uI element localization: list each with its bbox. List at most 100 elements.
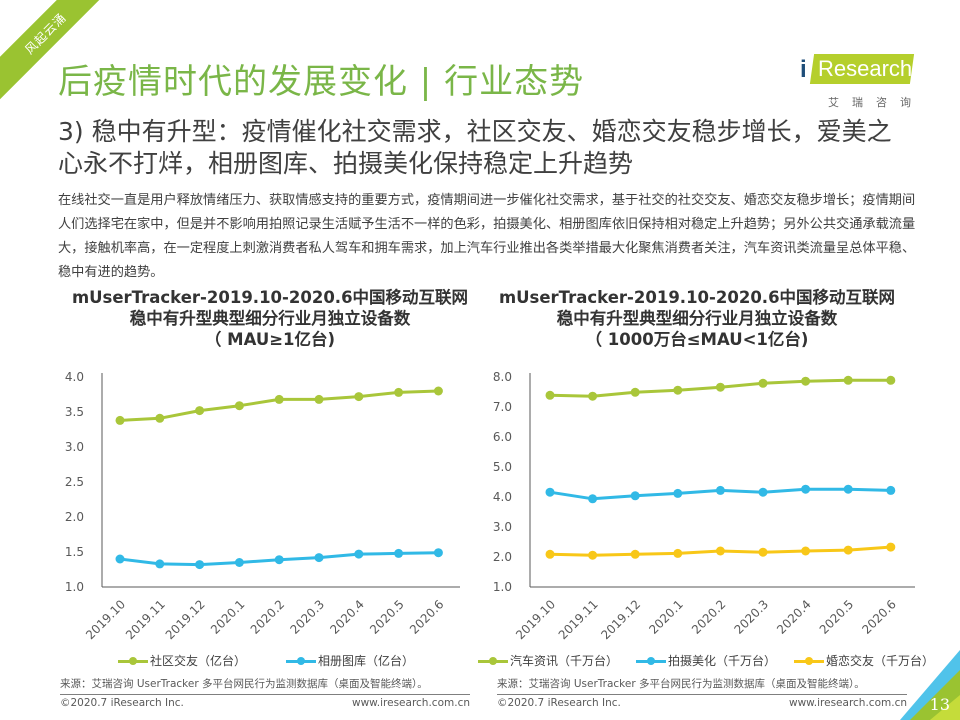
- data-point: [314, 553, 324, 563]
- data-point: [588, 391, 598, 401]
- data-point: [234, 401, 244, 411]
- data-point: [758, 487, 768, 497]
- logo-chinese: 艾瑞咨询: [828, 96, 924, 109]
- data-point: [758, 547, 768, 557]
- chart-1-legend: 社区交友（亿台） 相册图库（亿台）: [118, 652, 432, 669]
- x-tick-label: 2019.12: [598, 597, 643, 642]
- chart-1-mau-above-100m: 1.0 1.5 2.0 2.5 3.0 3.5 4.0 2019.102019.112019.…: [65, 370, 460, 642]
- data-point: [801, 376, 811, 386]
- y-tick-label: 5.0: [493, 460, 512, 474]
- data-point: [545, 487, 555, 497]
- data-point: [886, 485, 896, 495]
- chart-1-title-line-1: mUserTracker-2019.10-2020.6中国移动互联网: [71, 288, 469, 307]
- legend-item-dating: 婚恋交友（千万台）: [794, 652, 934, 669]
- data-point: [545, 390, 555, 400]
- chart-1-title-line-2: 稳中有升型典型细分行业月独立设备数: [129, 309, 411, 328]
- legend-item-social-community: 社区交友（亿台）: [118, 652, 246, 669]
- x-tick-label: 2019.10: [83, 597, 128, 642]
- legend-swatch-blue: [286, 655, 317, 667]
- y-tick-label: 1.5: [65, 545, 84, 559]
- chart-2-legend: 汽车资讯（千万台） 拍摄美化（千万台） 婚恋交友（千万台）: [478, 652, 952, 669]
- y-tick-label: 3.0: [493, 520, 512, 534]
- y-tick-label: 3.5: [65, 405, 84, 419]
- x-tick-label: 2019.11: [556, 597, 601, 642]
- data-point: [673, 548, 683, 558]
- y-tick-label: 4.0: [493, 490, 512, 504]
- data-point: [354, 549, 364, 559]
- corner-decoration: [900, 650, 960, 720]
- data-point: [545, 549, 555, 559]
- website-link[interactable]: www.iresearch.com.cn: [788, 697, 907, 709]
- x-tick-label: 2020.5: [817, 597, 857, 637]
- legend-swatch-blue: [636, 655, 667, 667]
- data-point: [588, 550, 598, 560]
- x-tick-label: 2020.3: [288, 597, 328, 637]
- legend-swatch-green: [118, 655, 148, 667]
- legend-label: 社区交友（亿台）: [150, 654, 247, 668]
- legend-item-auto-news: 汽车资讯（千万台）: [478, 652, 618, 669]
- ribbon-text: 风起云涌: [22, 10, 69, 57]
- data-point: [886, 375, 896, 385]
- data-point: [394, 387, 404, 397]
- data-point: [354, 392, 364, 402]
- source-note-right: 来源：艾瑞咨询 UserTracker 多平台网民行为监测数据库（桌面及智能终端…: [497, 676, 907, 695]
- chart-2-mau-10m-to-100m: 1.02.03.04.05.06.07.08.02019.102019.1120…: [493, 370, 915, 642]
- chart-2-title-line-2: 稳中有升型典型细分行业月独立设备数: [556, 309, 838, 328]
- data-point: [630, 549, 640, 559]
- legend-swatch-green: [478, 655, 508, 667]
- data-point: [715, 546, 725, 556]
- source-note-left: 来源：艾瑞咨询 UserTracker 多平台网民行为监测数据库（桌面及智能终端…: [60, 676, 470, 695]
- chart-2-title: mUserTracker-2019.10-2020.6中国移动互联网 稳中有升型…: [477, 287, 917, 350]
- data-point: [715, 382, 725, 392]
- y-tick-label: 7.0: [493, 400, 512, 414]
- data-point: [886, 542, 896, 552]
- x-tick-label: 2020.5: [367, 597, 407, 637]
- x-tick-label: 2020.6: [407, 597, 447, 637]
- x-tick-label: 2020.2: [248, 597, 288, 637]
- data-point: [115, 554, 125, 564]
- legend-label: 婚恋交友（千万台）: [826, 654, 935, 668]
- chart-1-title: mUserTracker-2019.10-2020.6中国移动互联网 稳中有升型…: [50, 287, 490, 350]
- x-tick-label: 2020.1: [208, 597, 248, 637]
- data-point: [274, 394, 284, 404]
- legend-label: 汽车资讯（千万台）: [510, 654, 619, 668]
- data-point: [673, 488, 683, 498]
- x-tick-label: 2020.4: [774, 597, 814, 637]
- data-point: [801, 484, 811, 494]
- legend-item-photo-beautify: 拍摄美化（千万台）: [636, 652, 776, 669]
- y-tick-label: 2.0: [493, 550, 512, 564]
- data-point: [843, 545, 853, 555]
- data-point: [843, 484, 853, 494]
- data-point: [673, 385, 683, 395]
- iresearch-logo: i Research 艾瑞咨询: [790, 48, 920, 109]
- x-tick-label: 2019.10: [513, 597, 558, 642]
- chart-1-title-line-3: （ MAU≥1亿台): [204, 330, 336, 349]
- x-tick-label: 2020.1: [646, 597, 686, 637]
- x-tick-label: 2019.12: [163, 597, 208, 642]
- data-point: [314, 394, 324, 404]
- x-tick-label: 2019.11: [123, 597, 168, 642]
- data-point: [843, 375, 853, 385]
- page-number: 13: [929, 695, 950, 714]
- section-subtitle: 3) 稳中有升型：疫情催化社交需求，社区交友、婚恋交友稳步增长，爱美之心永不打烊…: [58, 117, 892, 178]
- data-point: [758, 378, 768, 388]
- logo-i: i: [800, 56, 807, 83]
- y-tick-label: 1.0: [493, 580, 512, 594]
- website-link[interactable]: www.iresearch.com.cn: [351, 697, 470, 709]
- logo-brand: Research: [818, 56, 913, 81]
- chart-2-title-line-1: mUserTracker-2019.10-2020.6中国移动互联网: [498, 288, 896, 307]
- legend-label: 拍摄美化（千万台）: [668, 654, 777, 668]
- y-tick-label: 4.0: [65, 370, 84, 384]
- data-point: [155, 413, 165, 423]
- data-point: [715, 485, 725, 495]
- page-title: 后疫情时代的发展变化 | 行业态势: [58, 62, 585, 102]
- y-tick-label: 1.0: [65, 580, 84, 594]
- data-point: [630, 491, 640, 501]
- data-point: [274, 555, 284, 565]
- x-tick-label: 2020.2: [689, 597, 729, 637]
- data-point: [630, 387, 640, 397]
- y-tick-label: 6.0: [493, 430, 512, 444]
- data-point: [588, 494, 598, 504]
- legend-swatch-yellow: [794, 655, 825, 667]
- y-tick-label: 3.0: [65, 440, 84, 454]
